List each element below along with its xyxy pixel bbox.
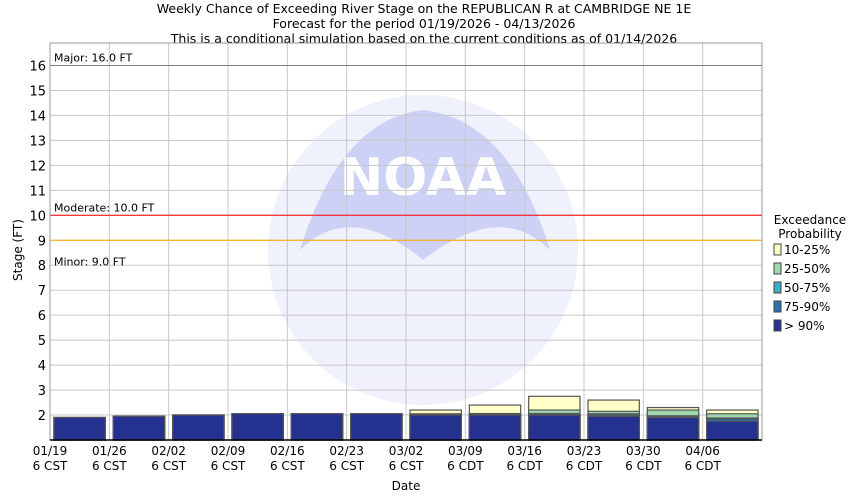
x-tick-label: 03/09: [448, 444, 483, 458]
x-tick-label: 6 CST: [329, 459, 364, 473]
x-tick-label: 6 CDT: [625, 459, 662, 473]
y-tick-label: 10: [29, 209, 46, 224]
x-tick-label: 6 CDT: [506, 459, 543, 473]
x-tick-label: 02/23: [329, 444, 364, 458]
legend-title-2: Probability: [778, 227, 841, 241]
bar-segment: [172, 414, 225, 441]
y-tick-label: 7: [38, 284, 46, 299]
y-tick-label: 16: [29, 59, 46, 74]
bar-segment: [290, 413, 344, 441]
x-tick-label: 02/02: [151, 444, 186, 458]
bar-segment: [409, 414, 462, 441]
legend-label: 50-75%: [784, 281, 830, 295]
y-tick-label: 4: [38, 359, 46, 374]
threshold-label: Moderate: 10.0 FT: [54, 201, 155, 214]
x-tick-label: 01/26: [92, 444, 127, 458]
x-tick-label: 03/16: [507, 444, 542, 458]
y-tick-label: 12: [29, 159, 46, 174]
legend-label: 75-90%: [784, 300, 830, 314]
x-tick-label: 03/23: [567, 444, 602, 458]
title-line-3: This is a conditional simulation based o…: [170, 31, 677, 46]
legend-label: 25-50%: [784, 262, 830, 276]
x-tick-label: 6 CST: [270, 459, 305, 473]
thresholds: Major: 16.0 FT Moderate: 10.0 FT Minor: 9.…: [50, 51, 762, 268]
x-tick-label: 04/06: [685, 444, 720, 458]
y-tick-label: 13: [29, 134, 46, 149]
legend-label: > 90%: [784, 319, 825, 333]
y-tick-label: 15: [29, 84, 46, 99]
x-tick-label: 6 CDT: [566, 459, 603, 473]
y-tick-label: 5: [38, 334, 46, 349]
y-axis-label: Stage (FT): [11, 219, 25, 281]
y-tick-label: 14: [29, 109, 46, 124]
y-tick-label: 2: [38, 409, 46, 424]
y-tick-label: 11: [29, 184, 46, 199]
x-tick-label: 6 CST: [92, 459, 127, 473]
bar-segment: [528, 414, 581, 441]
y-tick-label: 8: [38, 259, 46, 274]
bar-segment: [468, 414, 522, 441]
x-tick-label: 6 CDT: [684, 459, 721, 473]
x-tick-label: 6 CST: [389, 459, 424, 473]
title-line-1: Weekly Chance of Exceeding River Stage o…: [157, 1, 692, 16]
x-tick-label: 6 CDT: [447, 459, 484, 473]
bar-segment: [350, 413, 403, 441]
x-tick-label: 02/09: [211, 444, 246, 458]
legend-label: 10-25%: [784, 243, 830, 257]
bar-segment: [112, 415, 166, 441]
x-axis-label: Date: [392, 479, 421, 493]
bar-segment: [53, 416, 106, 441]
legend: Exceedance Probability 10-25% 25-50% 50-75…: [773, 213, 846, 333]
legend-swatch: [773, 262, 782, 275]
x-tick-label: 6 CST: [151, 459, 186, 473]
legend-swatch: [773, 243, 782, 256]
bar-segment: [231, 413, 284, 441]
y-tick-label: 9: [38, 234, 46, 249]
bar-segment: [706, 420, 759, 441]
noaa-logo-watermark: NOAA: [268, 95, 578, 405]
y-tick-label: 3: [38, 384, 46, 399]
bar-segment: [587, 415, 640, 441]
noaa-logo-text: NOAA: [340, 148, 507, 208]
x-tick-label: 6 CST: [211, 459, 246, 473]
grid: [49, 43, 763, 440]
legend-swatch: [773, 300, 782, 313]
y-tick-label: 6: [38, 309, 46, 324]
bar-segment: [646, 416, 700, 441]
legend-swatch: [773, 319, 782, 332]
legend-swatch: [773, 281, 782, 294]
x-tick-label: 03/30: [626, 444, 661, 458]
chart-title: Weekly Chance of Exceeding River Stage o…: [157, 1, 692, 46]
x-tick-label: 6 CST: [33, 459, 68, 473]
bars: [53, 395, 759, 441]
x-tick-label: 02/16: [270, 444, 305, 458]
threshold-label: Major: 16.0 FT: [54, 51, 133, 64]
x-tick-label: 03/02: [389, 444, 424, 458]
title-line-2: Forecast for the period 01/19/2026 - 04/…: [273, 16, 576, 31]
x-tick-label: 01/19: [33, 444, 68, 458]
threshold-label: Minor: 9.0 FT: [54, 255, 126, 268]
legend-title-1: Exceedance: [774, 213, 846, 227]
